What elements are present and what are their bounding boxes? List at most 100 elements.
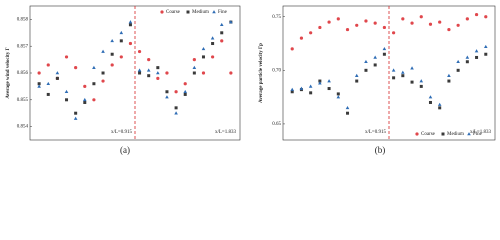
point [336, 95, 341, 99]
point [183, 92, 187, 96]
point [355, 23, 359, 27]
point [119, 39, 123, 43]
point [101, 79, 105, 83]
point [290, 90, 294, 94]
point [119, 55, 123, 59]
point [475, 55, 479, 59]
point [92, 82, 96, 86]
point [165, 71, 169, 75]
point [128, 23, 132, 27]
point [110, 63, 114, 67]
point [37, 71, 41, 75]
point [137, 49, 142, 54]
point [318, 25, 322, 30]
point [192, 58, 196, 62]
point [428, 22, 433, 26]
point [82, 97, 87, 102]
legend-label: Fine [218, 10, 228, 15]
annotation: x/L=1.833 [470, 130, 492, 135]
point [101, 71, 105, 75]
point [229, 20, 233, 24]
point [37, 84, 41, 88]
point [373, 21, 377, 25]
point [318, 79, 322, 83]
point [428, 95, 433, 99]
point [137, 68, 142, 72]
point [410, 66, 414, 70]
legend-marker [415, 132, 419, 136]
point [327, 79, 331, 83]
point [165, 90, 169, 94]
legend-marker [186, 10, 190, 14]
annotation: x/L=0.915 [365, 130, 387, 135]
point [382, 46, 387, 51]
point [74, 66, 78, 70]
point [327, 87, 331, 91]
point [447, 73, 451, 77]
point [147, 74, 151, 78]
point [465, 55, 470, 59]
legend-label: Medium [447, 132, 464, 137]
point [201, 55, 205, 59]
point [55, 71, 60, 75]
point [308, 84, 313, 88]
point [392, 76, 396, 80]
point [156, 66, 160, 70]
point [128, 41, 133, 46]
point [211, 55, 215, 59]
point [165, 95, 169, 99]
point [128, 20, 133, 24]
y-axis-label: Average particle velocity Γp [259, 43, 264, 103]
point [410, 21, 414, 25]
point [219, 22, 224, 27]
point [401, 17, 405, 21]
point [46, 81, 51, 86]
legend-marker [441, 132, 445, 136]
point [456, 59, 460, 64]
point [484, 52, 488, 56]
point [299, 36, 304, 40]
y-tick-label: 0.858 [17, 18, 29, 23]
annotation: x/L=1.833 [215, 130, 237, 135]
point [364, 68, 368, 72]
point [64, 89, 69, 94]
point [474, 49, 479, 53]
point [73, 116, 78, 120]
point [410, 80, 414, 84]
y-tick-label: 0.855 [17, 98, 29, 103]
point [419, 84, 423, 88]
point [373, 55, 377, 59]
point [465, 17, 469, 21]
point [345, 27, 350, 32]
y-tick-label: 0.854 [17, 125, 29, 130]
point [201, 71, 206, 75]
point [101, 49, 105, 53]
point [391, 68, 396, 72]
legend-label: Medium [192, 10, 209, 15]
point [438, 106, 442, 110]
point [147, 58, 151, 62]
point [428, 100, 432, 104]
legend-label: Coarse [166, 10, 181, 15]
point [438, 20, 442, 24]
legend-marker [212, 10, 216, 14]
point [456, 23, 460, 27]
point [327, 20, 331, 24]
point [483, 44, 488, 49]
point [401, 74, 405, 78]
point [318, 81, 322, 85]
point [65, 98, 69, 102]
y-tick-label: 0.856 [17, 71, 29, 76]
point [290, 47, 294, 51]
point [447, 79, 451, 83]
point [46, 63, 50, 67]
y-tick-label: 0.857 [17, 44, 29, 49]
y-tick-label: 0.65 [272, 122, 281, 127]
point [146, 68, 151, 72]
point [174, 90, 178, 94]
legend-label: Coarse [421, 132, 436, 137]
panel-caption: (a) [120, 145, 130, 155]
annotation: x/L=0.915 [111, 130, 133, 135]
point [419, 15, 423, 19]
point [64, 55, 69, 59]
